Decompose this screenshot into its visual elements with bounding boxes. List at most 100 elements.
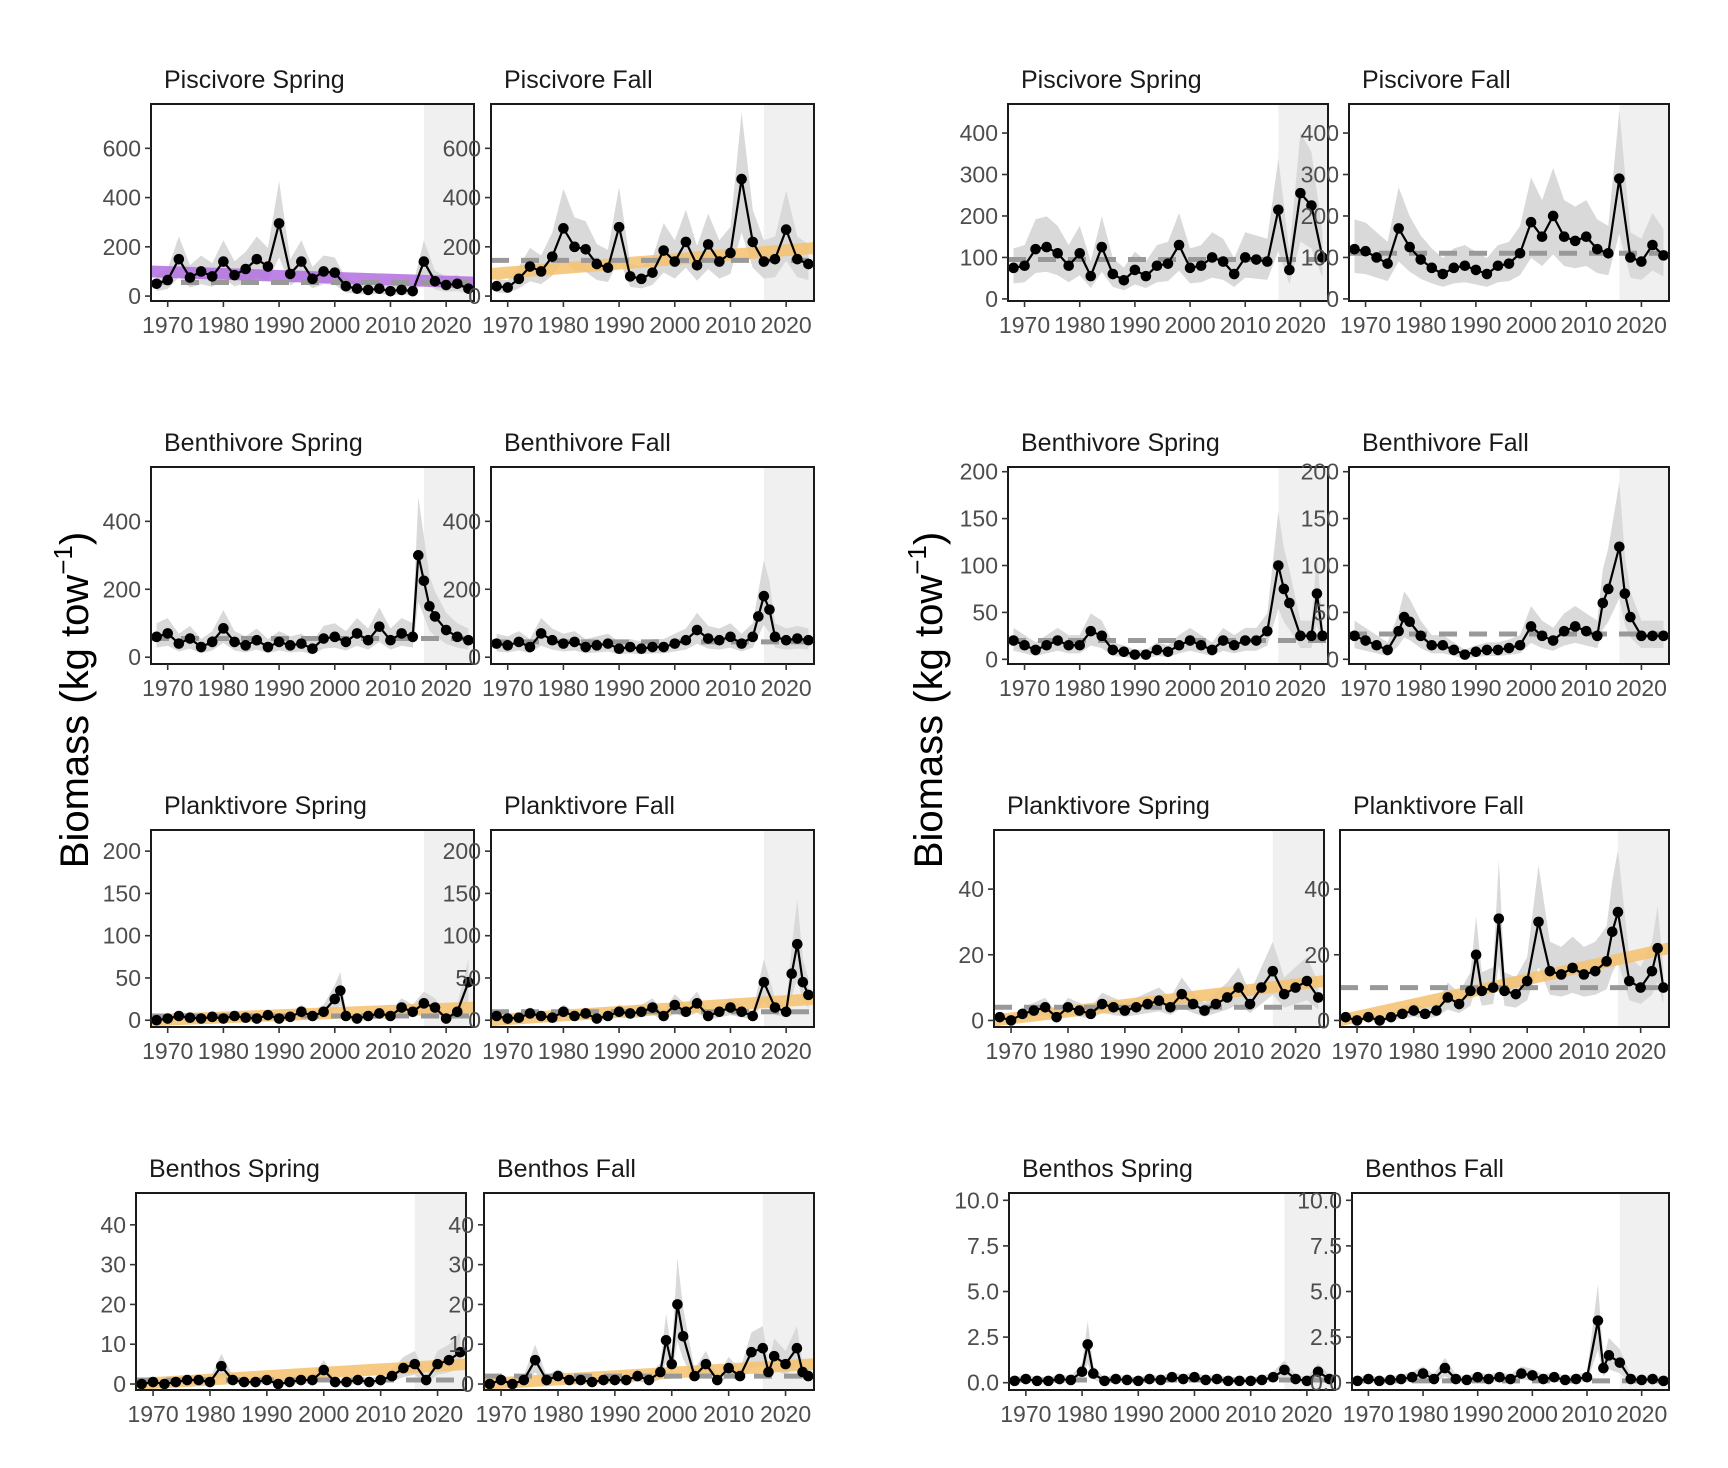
x-tick-label: 2000 — [649, 675, 700, 701]
data-point — [363, 1376, 375, 1388]
data-point — [1317, 252, 1328, 263]
data-point — [1030, 644, 1041, 656]
data-point — [680, 1006, 692, 1018]
y-tick-label: 150 — [1301, 506, 1339, 532]
data-point — [669, 999, 681, 1011]
x-tick-label: 2010 — [1561, 675, 1612, 701]
x-tick-label: 1970 — [999, 312, 1050, 338]
x-tick-label: 1980 — [532, 1401, 583, 1427]
data-point — [273, 218, 285, 229]
data-point — [1385, 1011, 1397, 1023]
data-point — [351, 1013, 363, 1024]
y-tick-label: 7.5 — [1310, 1233, 1342, 1259]
y-tick-label: 10.0 — [1297, 1187, 1342, 1213]
data-point — [455, 1346, 466, 1358]
data-point — [1483, 1373, 1494, 1385]
x-tick-label: 2020 — [1281, 1401, 1332, 1427]
data-point — [1351, 1015, 1363, 1026]
data-point — [1162, 258, 1174, 269]
data-point — [1019, 260, 1030, 272]
data-point — [714, 256, 725, 267]
data-point — [409, 1358, 421, 1370]
data-point — [1155, 1374, 1167, 1386]
data-point — [636, 643, 647, 655]
x-tick-label: 1970 — [985, 1038, 1036, 1064]
data-point — [1301, 1375, 1313, 1387]
data-point — [1301, 975, 1313, 987]
data-point — [1132, 1375, 1144, 1387]
data-point — [1142, 998, 1153, 1010]
data-point — [1228, 639, 1240, 651]
data-point — [1262, 625, 1273, 637]
x-tick-label: 2010 — [1220, 312, 1271, 338]
x-tick-label: 2010 — [365, 312, 416, 338]
data-point — [1603, 583, 1614, 595]
x-tick-label: 1990 — [254, 675, 305, 701]
y-tick-label: 0 — [128, 644, 141, 670]
y-tick-label: 200 — [103, 234, 141, 260]
data-point — [1371, 639, 1382, 651]
data-point — [1206, 252, 1218, 263]
data-point — [586, 1376, 598, 1388]
data-point — [463, 283, 474, 294]
panel: Benthos Spring 0.0 2.5 5.0 7.5 10.0 1970 1980 19… — [954, 1155, 1336, 1427]
x-tick-label: 2020 — [421, 312, 472, 338]
data-point — [1020, 1373, 1032, 1385]
data-point — [1439, 1362, 1451, 1374]
data-point — [318, 266, 329, 277]
confidence-band — [1013, 132, 1323, 291]
data-point — [1306, 630, 1317, 642]
data-point — [407, 285, 419, 297]
panel-title: Benthos Spring — [149, 1155, 320, 1183]
x-tick-label: 1990 — [1113, 1401, 1164, 1427]
data-point — [1558, 231, 1570, 243]
panel: Piscivore Spring 0 100 200 300 400 1970 1980 199… — [960, 66, 1329, 338]
x-tick-label: 1970 — [142, 1038, 193, 1064]
data-point — [451, 1006, 463, 1018]
data-point — [1646, 965, 1658, 977]
data-point — [1317, 630, 1328, 642]
x-tick-label: 2020 — [421, 1038, 472, 1064]
data-point — [1076, 1366, 1088, 1378]
data-point — [307, 643, 318, 655]
data-point — [195, 641, 207, 653]
x-tick-label: 2010 — [705, 312, 756, 338]
data-point — [1647, 239, 1658, 251]
data-point — [700, 1358, 712, 1370]
panel-title: Benthos Spring — [1022, 1155, 1193, 1183]
data-point — [170, 1376, 182, 1388]
data-point — [284, 1376, 295, 1388]
x-tick-label: 2010 — [1213, 1038, 1264, 1064]
panel-title: Benthivore Spring — [164, 429, 363, 457]
data-point — [1189, 1371, 1200, 1383]
data-point — [552, 1370, 564, 1382]
x-tick-label: 1980 — [1388, 1038, 1439, 1064]
y-tick-label: 0 — [113, 1371, 126, 1397]
data-point — [1244, 998, 1256, 1010]
data-point — [780, 1358, 791, 1370]
data-point — [1019, 639, 1030, 651]
data-point — [1262, 256, 1273, 267]
y-tick-label: 400 — [103, 508, 141, 534]
x-tick-label: 1990 — [1450, 312, 1501, 338]
data-point — [714, 634, 725, 646]
data-point — [398, 1362, 409, 1374]
panel: Benthos Fall 0.0 2.5 5.0 7.5 10.0 1970 1980 1990… — [1297, 1155, 1670, 1427]
data-point — [1195, 639, 1207, 651]
data-point — [1256, 1374, 1268, 1386]
data-point — [1569, 621, 1581, 632]
data-point — [1030, 243, 1041, 255]
data-point — [1450, 1373, 1462, 1385]
y-tick-label: 0 — [985, 286, 998, 312]
y-tick-label: 50 — [455, 965, 481, 991]
data-point — [362, 1010, 374, 1022]
data-point — [1533, 916, 1544, 928]
data-point — [418, 256, 430, 267]
data-point — [1284, 597, 1295, 609]
y-tick-label: 0 — [985, 646, 998, 672]
data-point — [1625, 611, 1636, 623]
data-point — [725, 1002, 736, 1013]
data-point — [1008, 635, 1019, 646]
data-point — [660, 1334, 672, 1346]
data-point — [1144, 1373, 1155, 1385]
